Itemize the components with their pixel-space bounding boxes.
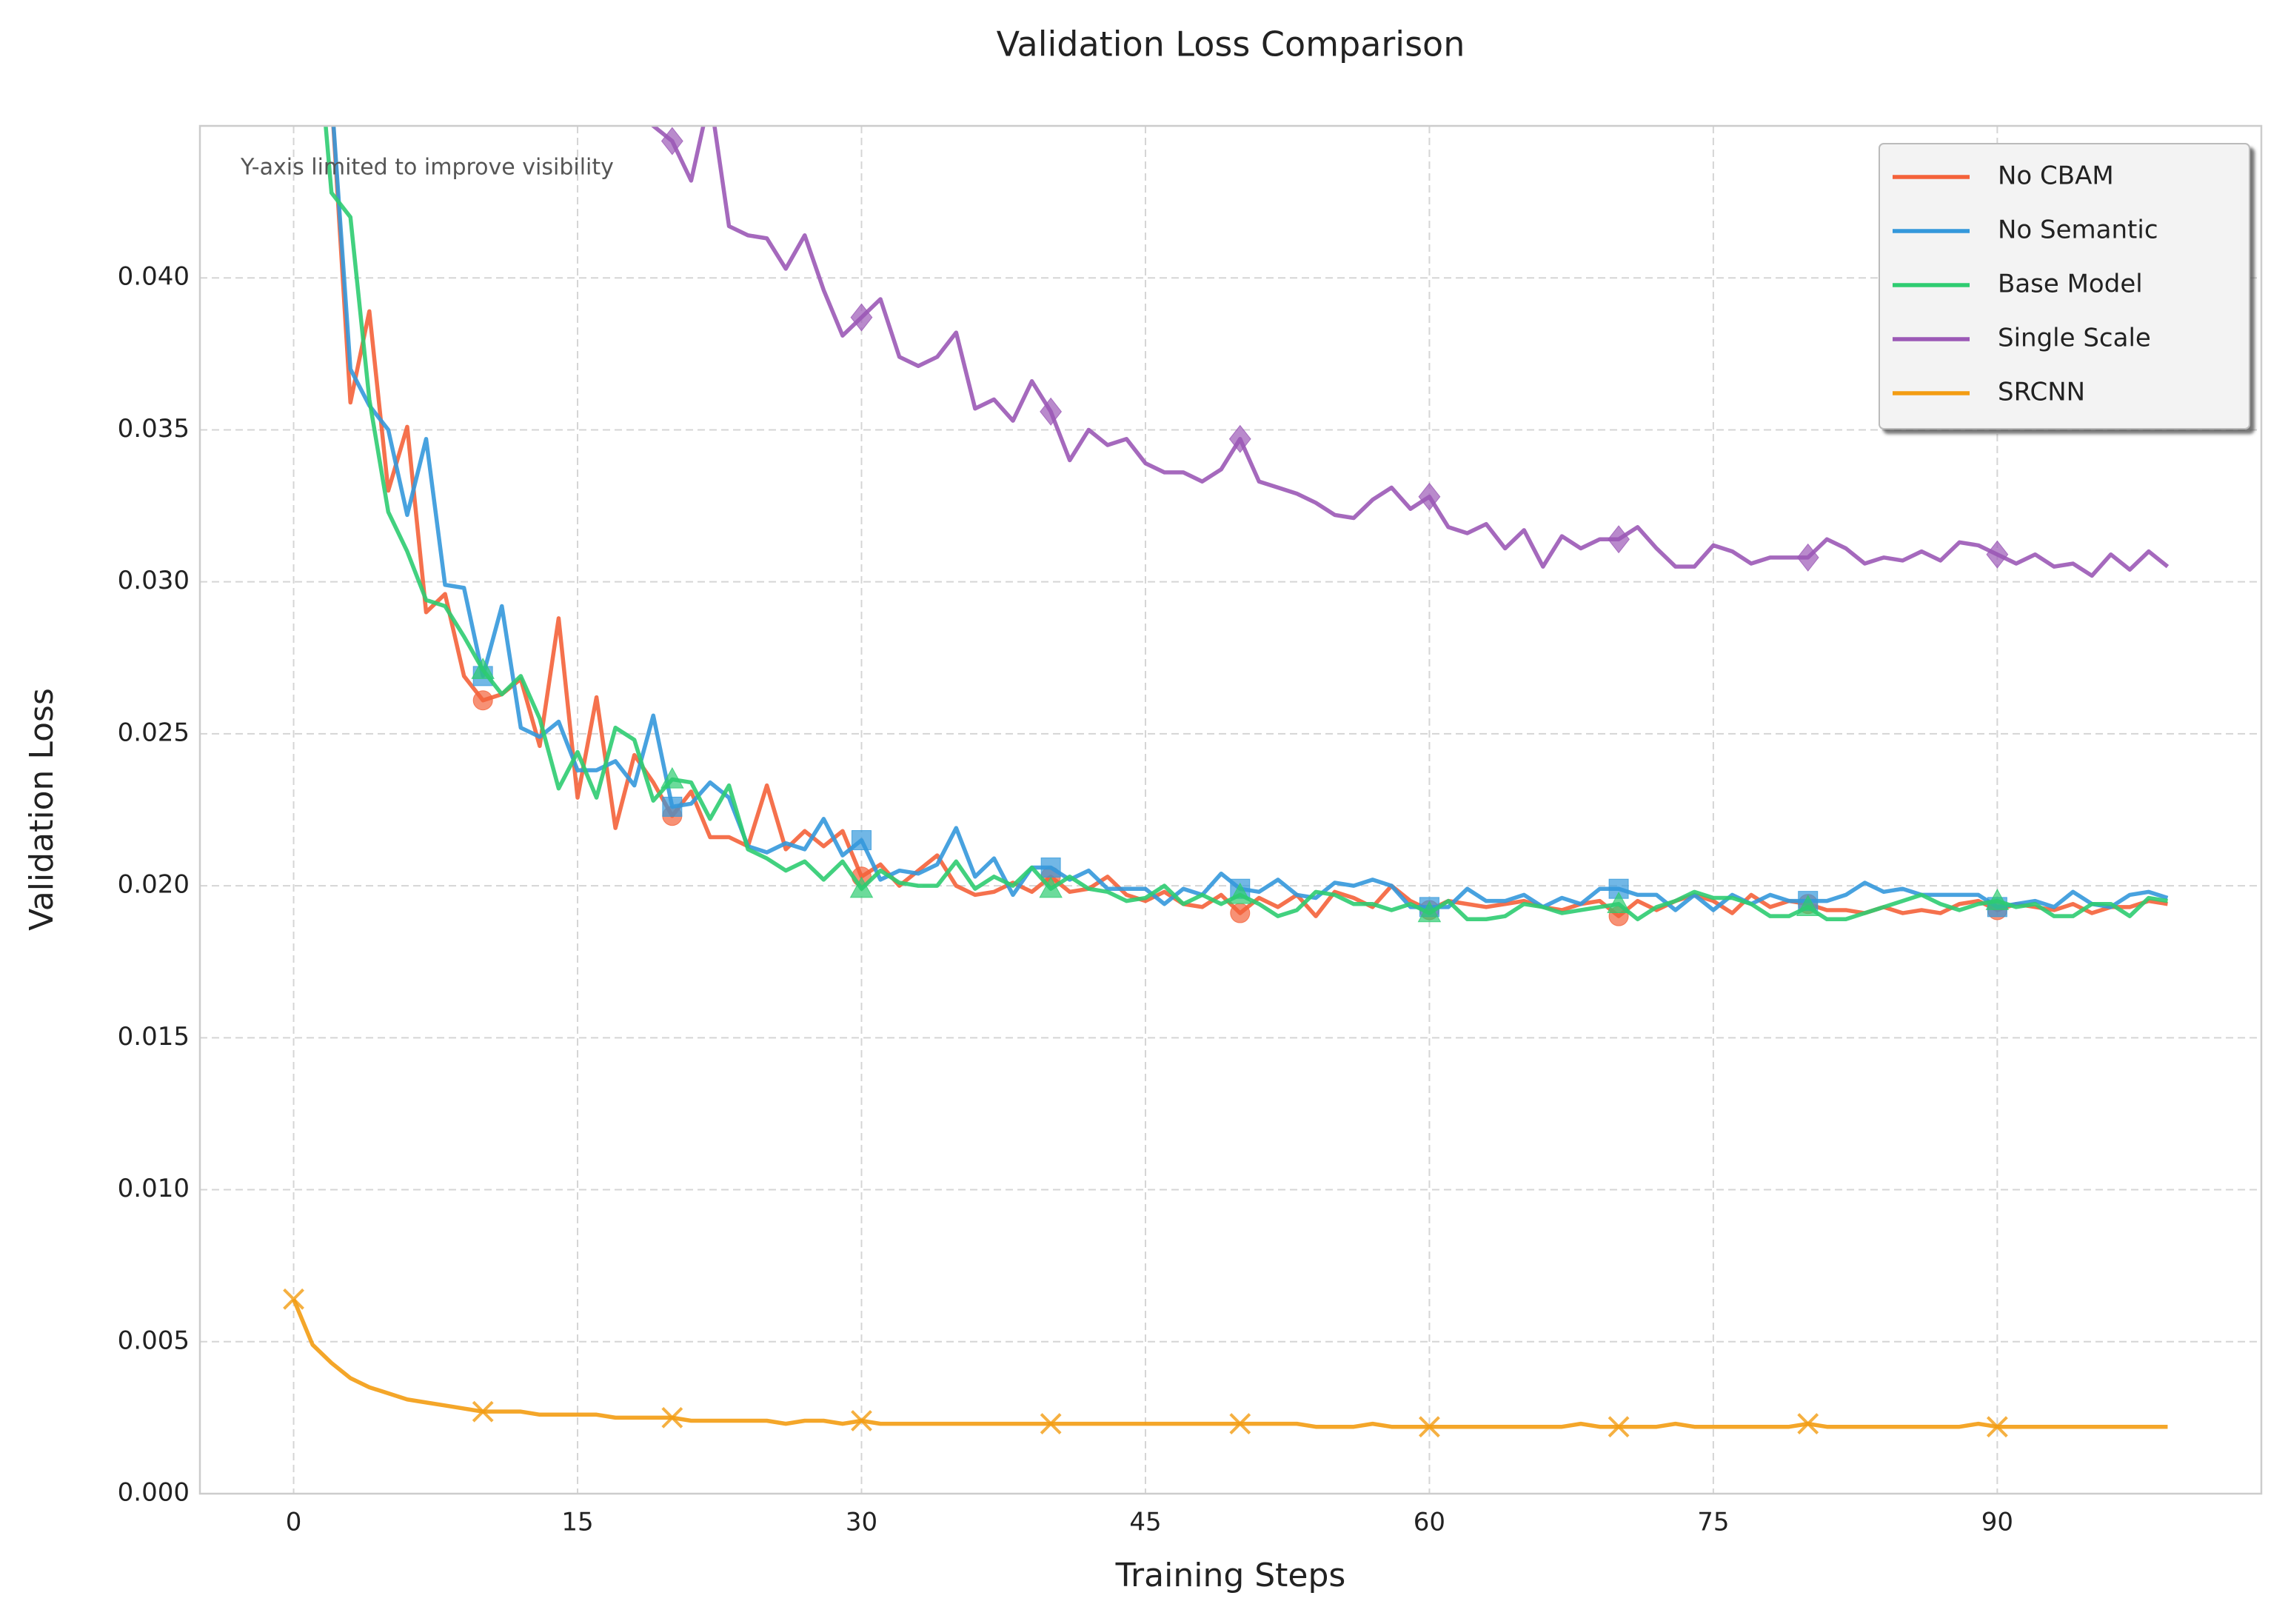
x-tick-label: 15 [561, 1508, 593, 1537]
marker [1230, 903, 1251, 923]
chart-title: Validation Loss Comparison [997, 24, 1465, 64]
plot-area [283, 126, 2170, 1438]
x-tick-label: 0 [286, 1508, 302, 1537]
marker [1418, 482, 1441, 511]
marker [1608, 1416, 1630, 1438]
marker [849, 876, 874, 898]
marker [1229, 1413, 1251, 1435]
y-tick-label: 0.025 [118, 718, 190, 747]
y-tick-label: 0.010 [118, 1174, 190, 1203]
marker [1796, 543, 1819, 572]
x-tick-label: 60 [1414, 1508, 1445, 1537]
plot-frame [198, 124, 2263, 1495]
legend-label: Base Model [1998, 270, 2143, 299]
legend-label: No CBAM [1998, 161, 2114, 191]
annotation: Y-axis limited to improve visibility [240, 155, 614, 181]
marker [1608, 525, 1630, 554]
y-tick-label: 0.035 [118, 414, 190, 444]
x-tick-label: 75 [1697, 1508, 1729, 1537]
marker [472, 1400, 494, 1423]
line [324, 126, 2168, 922]
marker [1986, 1416, 2008, 1438]
marker [1228, 882, 1252, 904]
marker [1985, 888, 2010, 910]
line [292, 1298, 2168, 1429]
y-axis-label: Validation Loss [23, 688, 61, 931]
marker [1797, 1413, 1819, 1435]
marker [1040, 857, 1061, 878]
marker [850, 303, 873, 332]
series [649, 126, 2170, 578]
y-tick-label: 0.015 [118, 1022, 190, 1052]
legend-label: Single Scale [1998, 324, 2151, 353]
x-tick-label: 90 [1981, 1508, 2013, 1537]
y-tick-label: 0.030 [118, 566, 190, 595]
marker [471, 658, 495, 679]
marker [1040, 397, 1063, 426]
marker [661, 1406, 683, 1428]
marker [660, 127, 683, 156]
marker [1419, 1416, 1440, 1438]
legend-box [1879, 143, 2250, 430]
x-tick-label: 45 [1129, 1508, 1161, 1537]
legend-label: SRCNN [1998, 378, 2085, 407]
marker [1040, 1413, 1062, 1435]
marker [1986, 540, 2009, 569]
marker [472, 690, 493, 711]
grid [200, 126, 2261, 1494]
marker [283, 1288, 304, 1310]
y-tick-label: 0.000 [118, 1478, 190, 1508]
x-axis-label: Training Steps [1115, 1557, 1346, 1594]
marker [851, 1410, 872, 1431]
y-tick-label: 0.020 [118, 870, 190, 900]
legend: No CBAM No Semantic Base Model Single Scale… [1879, 143, 2250, 430]
marker [1228, 424, 1251, 453]
series [324, 126, 2168, 923]
series [283, 1288, 2168, 1438]
marker [1417, 900, 1442, 923]
y-tick-label: 0.005 [118, 1326, 190, 1355]
x-tick-label: 30 [846, 1508, 877, 1537]
line [649, 126, 2170, 578]
marker [1039, 876, 1063, 898]
y-tick-label: 0.040 [118, 262, 190, 292]
marker [662, 796, 683, 817]
marker [851, 830, 872, 851]
marker [660, 766, 684, 789]
marker [1796, 895, 1820, 917]
marker [1607, 892, 1630, 913]
legend-label: No Semantic [1998, 215, 2158, 245]
